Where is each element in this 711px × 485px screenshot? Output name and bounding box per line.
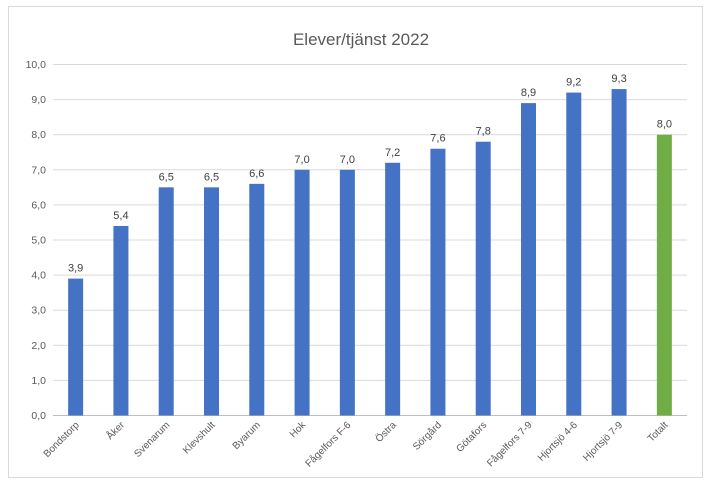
x-tick-label: Hjortsjö 4-6 [536, 420, 580, 464]
x-tick-label: Byarum [231, 420, 263, 452]
bar-götafors [475, 141, 491, 416]
data-label: 9,2 [566, 77, 581, 89]
x-tick-label: Fågelfors F-6 [303, 419, 354, 470]
x-tick-label: Götafors [454, 420, 489, 455]
x-tick-label: Klevshult [181, 420, 218, 457]
bar-byarum [249, 183, 265, 416]
y-tick-label: 3,0 [31, 305, 46, 317]
x-tick-label: Sörgård [410, 419, 444, 453]
x-tick-label: Åker [103, 418, 127, 442]
x-tick-label: Bondstorp [42, 420, 82, 460]
y-tick-label: 0,0 [31, 410, 46, 422]
data-label: 7,2 [385, 147, 400, 159]
data-label: 3,9 [68, 263, 83, 275]
chart-title: Elever/tjänst 2022 [293, 30, 429, 49]
bar-hjortsjö-4-6 [566, 92, 582, 416]
bar-chart: Elever/tjänst 2022 0,0 1,0 2,0 3,0 4,0 5,0 6,0… [26, 30, 687, 470]
bar-klevshult [204, 187, 219, 416]
y-tick-label: 2,0 [31, 340, 46, 352]
y-tick-label: 10,0 [26, 59, 47, 71]
data-label: 8,0 [657, 119, 672, 131]
y-tick-label: 5,0 [31, 235, 46, 247]
data-label: 8,9 [521, 87, 536, 99]
x-tick-label: Totalt [646, 420, 671, 445]
data-label: 7,6 [430, 133, 445, 145]
bar-åker [113, 225, 129, 416]
bar-fågelfors-f-6 [339, 169, 355, 416]
y-tick-label: 4,0 [31, 270, 46, 282]
chart-frame: Elever/tjänst 2022 0,0 1,0 2,0 3,0 4,0 5,0 6,0… [8, 6, 703, 478]
bar-fågelfors-7-9 [521, 103, 536, 416]
bar-hjortsjö-7-9 [611, 89, 627, 416]
x-tick-label: Svenarum [132, 420, 172, 460]
x-tick-label: Hjortsjö 7-9 [581, 420, 625, 464]
x-tick-label: Fågelfors 7-9 [484, 419, 534, 469]
y-tick-label: 7,0 [31, 164, 46, 176]
data-label: 7,0 [340, 154, 355, 166]
y-tick-label: 8,0 [31, 129, 46, 141]
data-label: 7,0 [294, 154, 309, 166]
data-label: 6,5 [159, 171, 174, 183]
x-tick-label: Östra [373, 419, 399, 445]
data-label: 6,6 [249, 168, 264, 180]
y-tick-label: 6,0 [31, 199, 46, 211]
bar-hok [294, 169, 310, 416]
data-label: 6,5 [204, 171, 219, 183]
data-label: 9,3 [611, 73, 626, 85]
y-tick-label: 9,0 [31, 94, 46, 106]
data-label: 7,8 [476, 126, 491, 138]
bar-östra [385, 162, 401, 416]
x-tick-label: Hok [288, 419, 309, 440]
data-label: 5,4 [113, 210, 128, 222]
bar-svenarum [158, 187, 174, 416]
bar-totalt [656, 134, 672, 416]
bar-bondstorp [68, 278, 84, 416]
bar-sörgård [430, 148, 446, 416]
y-tick-label: 1,0 [31, 375, 46, 387]
